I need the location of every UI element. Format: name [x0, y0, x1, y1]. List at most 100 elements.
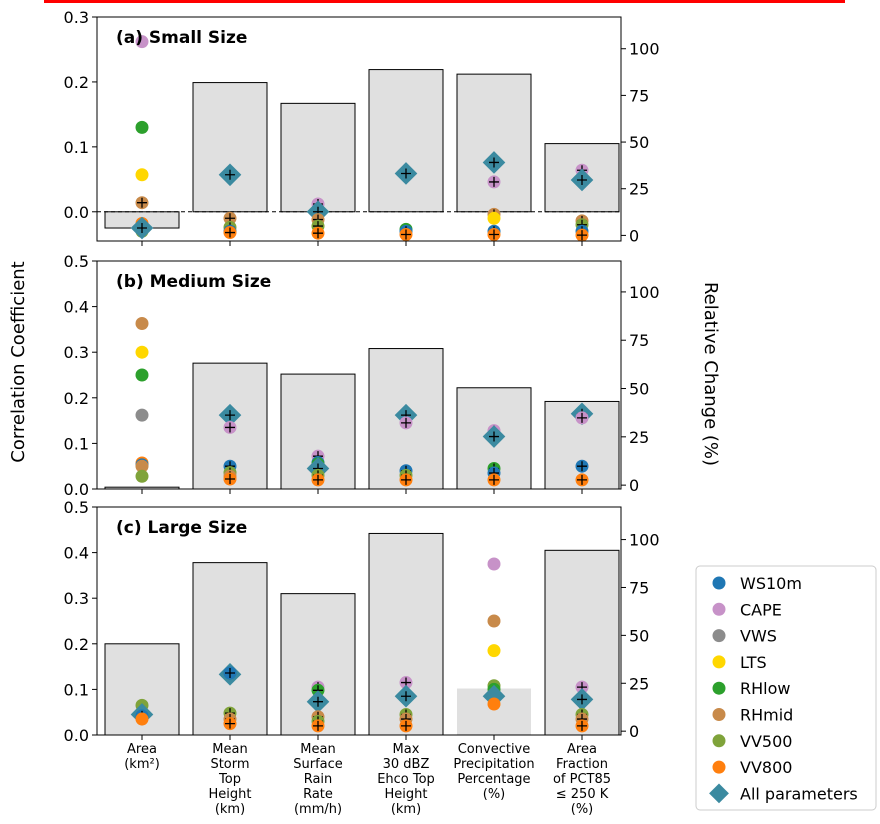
y2-tick-label: 100: [629, 531, 660, 550]
marker-lts: [135, 168, 149, 182]
y-tick-label: 0.0: [64, 480, 89, 499]
axes-frame: [96, 16, 622, 242]
legend-label: LTS: [740, 653, 767, 672]
y-tick-label: 0.3: [64, 8, 89, 27]
y2-tick-label: 75: [629, 331, 649, 350]
significance-mark: [225, 473, 235, 484]
y-tick-label: 0.4: [64, 544, 89, 563]
x-category-label: Max 30 dBZ Ehco Top Height (km): [377, 742, 435, 817]
significance-mark: [489, 176, 499, 187]
y2-tick-label: 0: [629, 722, 639, 741]
panel-title: (b) Medium Size: [116, 272, 271, 292]
y-tick-label: 0.5: [64, 498, 89, 517]
y-tick-label: 0.1: [64, 434, 89, 453]
marker-lts: [135, 345, 149, 359]
y-tick-label: 0.1: [64, 680, 89, 699]
significance-mark: [577, 230, 587, 241]
legend-label: All parameters: [740, 784, 858, 803]
significance-mark: [225, 410, 235, 421]
y-tick-label: 0.0: [64, 726, 89, 745]
significance-mark: [225, 169, 235, 180]
panel-title: (c) Large Size: [116, 518, 247, 538]
legend-marker-vv500: [712, 734, 726, 748]
significance-mark: [225, 718, 235, 729]
y-tick-label: 0.2: [64, 389, 89, 408]
x-category-label: Mean Storm Top Height (km): [209, 742, 252, 817]
y-tick-label: 0.0: [64, 203, 89, 222]
significance-mark: [489, 474, 499, 485]
y-tick-label: 0.3: [64, 589, 89, 608]
x-category-label: Convective Precipitation Percentage (%): [453, 742, 534, 802]
significance-mark: [401, 720, 411, 731]
legend-marker-all-parameters: [709, 783, 729, 804]
y2-tick-label: 100: [629, 283, 660, 302]
marker-rhmid: [487, 614, 501, 628]
significance-mark: [577, 461, 587, 472]
marker-rhlow: [135, 120, 149, 134]
marker-rhlow: [135, 368, 149, 382]
significance-mark: [489, 157, 499, 168]
marker-rhmid: [135, 459, 149, 473]
y2-tick-label: 0: [629, 476, 639, 495]
y2-tick-label: 75: [629, 578, 649, 597]
marker-vv500: [135, 469, 149, 483]
legend: WS10m CAPE VWS LTS RHlow RHmid VV500 VV800 All p…: [695, 565, 877, 811]
y2-tick-label: 100: [629, 40, 660, 59]
legend-label: CAPE: [740, 600, 782, 619]
marker-rhmid: [135, 316, 149, 330]
x-category-label: Mean Surface Rain Rate (mm/h): [293, 742, 343, 817]
significance-mark: [225, 422, 235, 433]
legend-marker-vv800: [712, 760, 726, 774]
y-tick-label: 0.2: [64, 73, 89, 92]
significance-mark: [225, 667, 235, 678]
y2-tick-label: 50: [629, 626, 649, 645]
significance-mark: [577, 474, 587, 485]
axes-frame: [96, 260, 622, 490]
significance-mark: [137, 223, 147, 234]
bar: [280, 102, 356, 213]
marker-vv800: [135, 712, 149, 726]
marker-cape: [135, 35, 149, 49]
y-tick-label: 0.4: [64, 298, 89, 317]
y2-tick-label: 50: [629, 133, 649, 152]
significance-mark: [401, 229, 411, 240]
legend-box: [695, 565, 877, 811]
y2-tick-label: 25: [629, 428, 649, 447]
legend-label: VWS: [740, 627, 777, 646]
panel-3: 0.0 0.1 0.2 0.3 0.4 0.5 0 25 50 75 100 (c) Large Si…: [64, 498, 660, 745]
legend-marker-cape: [712, 602, 726, 616]
axes-frame: [96, 506, 622, 736]
significance-mark: [313, 720, 323, 731]
significance-mark: [313, 696, 323, 707]
marker-vws: [135, 408, 149, 422]
legend-marker-rhlow: [712, 681, 726, 695]
y-axis-title: Correlation Coefficient: [8, 261, 29, 462]
panel-1: 0.0 0.1 0.2 0.3 0 25 50 75 100 (a) Small Size: [64, 8, 660, 246]
legend-label: VV800: [740, 758, 792, 777]
y2-tick-label: 50: [629, 380, 649, 399]
bar: [192, 82, 268, 213]
significance-mark: [401, 417, 411, 428]
significance-mark: [489, 229, 499, 240]
y-tick-label: 0.3: [64, 343, 89, 362]
legend-label: RHmid: [740, 706, 793, 725]
significance-mark: [401, 168, 411, 179]
significance-mark: [401, 474, 411, 485]
significance-mark: [313, 474, 323, 485]
legend-label: VV500: [740, 732, 792, 751]
significance-mark: [225, 227, 235, 238]
x-category-label: Area Fraction of PCT85 ≤ 250 K (%): [553, 742, 611, 817]
panel-2: 0.0 0.1 0.2 0.3 0.4 0.5 0 25 50 75 100 (b) Medium S…: [64, 252, 660, 499]
significance-mark: [577, 694, 587, 705]
legend-label: RHlow: [740, 679, 790, 698]
legend-marker-lts: [712, 655, 726, 669]
significance-mark: [577, 174, 587, 185]
panel-title: (a) Small Size: [116, 28, 247, 48]
y-tick-label: 0.5: [64, 252, 89, 271]
y-tick-label: 0.2: [64, 635, 89, 654]
legend-marker-ws10m: [712, 576, 726, 590]
significance-mark: [577, 412, 587, 423]
y-tick-label: 0.1: [64, 138, 89, 157]
marker-cape: [487, 557, 501, 571]
